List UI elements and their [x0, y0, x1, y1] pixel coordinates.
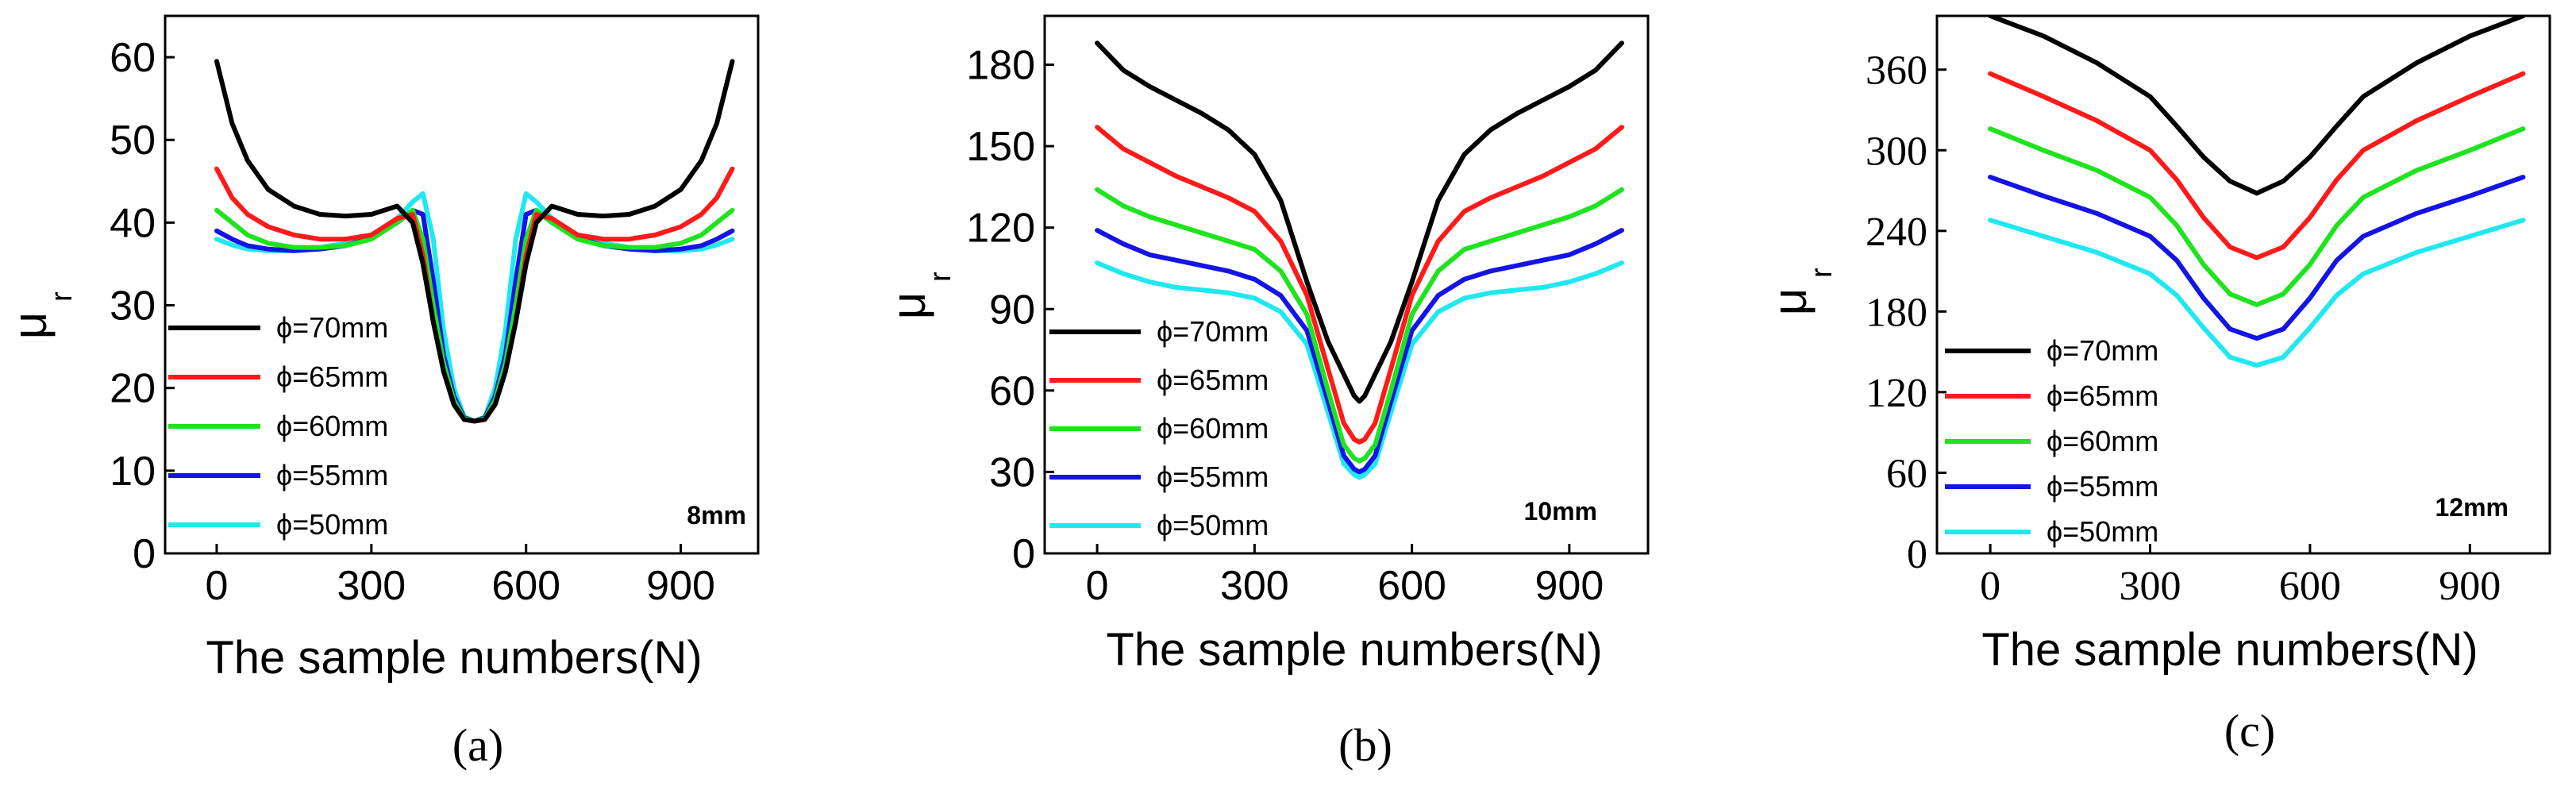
chart-b-legend-label-1: ϕ=70mm: [1157, 315, 1269, 348]
chart-b-caption: (b): [1338, 719, 1392, 771]
chart-b-y-tick-label: 60: [989, 368, 1035, 414]
chart-c-y-tick-label: 300: [1866, 129, 1927, 174]
chart-c-series-line-4: [1988, 175, 2526, 341]
chart-a-y-tick-label: 0: [133, 531, 156, 577]
chart-a-plot-frame: [164, 14, 760, 555]
chart-a-y-tick-label: 10: [110, 449, 156, 495]
chart-b-legend-label-3: ϕ=60mm: [1157, 412, 1269, 445]
chart-c-y-tick-label: 240: [1866, 210, 1927, 255]
chart-c-x-tick-label: 600: [2279, 564, 2341, 609]
chart-c-series-line-5: [1988, 218, 2526, 368]
chart-b-y-axis-label-subscript: r: [924, 272, 957, 282]
chart-c-x-tick-label: 300: [2120, 564, 2181, 609]
chart-b-x-tick-label: 0: [1086, 563, 1109, 609]
chart-c-x-tick-label: 900: [2439, 564, 2501, 609]
chart-c-x-tick-label: 0: [1980, 564, 2000, 609]
chart-c-y-tick-label: 120: [1866, 371, 1927, 416]
chart-c-y-tick-label: 60: [1886, 451, 1927, 496]
chart-b-plot-frame: [1043, 14, 1650, 555]
chart-a-x-tick-label: 600: [491, 563, 560, 609]
chart-b-series-line-3: [1095, 187, 1624, 464]
chart-c-legend-label-2: ϕ=65mm: [2047, 380, 2158, 412]
chart-a-x-tick-label: 0: [205, 563, 228, 609]
chart-b-x-tick-label: 600: [1377, 563, 1446, 609]
chart-a-y-tick-label: 30: [110, 283, 156, 329]
chart-a-thickness-label: 8mm: [687, 501, 746, 530]
chart-b-series-line-1: [1095, 40, 1624, 404]
chart-a-y-tick-label: 50: [110, 118, 156, 164]
chart-c-series-group: [1988, 16, 2526, 368]
chart-b-legend-label-2: ϕ=65mm: [1157, 364, 1269, 396]
chart-a-y-tick-label: 20: [110, 366, 156, 412]
chart-c-thickness-label: 12mm: [2435, 493, 2509, 522]
chart-c-plot-frame: [1935, 14, 2551, 555]
chart-c-y-axis-label-subscript: r: [1805, 268, 1839, 278]
chart-b-y-axis-label: μ: [882, 292, 935, 320]
chart-b-y-tick-label: 30: [989, 449, 1035, 495]
chart-a-legend-label-2: ϕ=65mm: [276, 360, 388, 393]
chart-a-series-line-1: [214, 59, 735, 424]
chart-c: 0 300 600 900 0 60 120 180 240 300 360 The sample n…: [1763, 14, 2551, 757]
chart-c-y-tick-label: 180: [1866, 290, 1927, 335]
chart-a-x-tick-label: 300: [337, 563, 406, 609]
chart-a-y-axis-label-subscript: r: [45, 291, 79, 302]
chart-b-y-tick-label: 120: [966, 206, 1035, 252]
chart-b-series-line-5: [1095, 260, 1624, 480]
chart-b-legend-label-5: ϕ=50mm: [1157, 509, 1269, 541]
chart-a-legend-label-4: ϕ=55mm: [276, 459, 388, 491]
chart-b-series-line-4: [1095, 228, 1624, 475]
chart-b-x-tick-label: 300: [1220, 563, 1289, 609]
chart-b-y-tick-label: 0: [1012, 531, 1035, 577]
chart-b-x-axis-label: The sample numbers(N): [1106, 624, 1602, 676]
chart-c-caption: (c): [2224, 705, 2275, 757]
chart-a: 0 300 600 900 0 10 20 30 40 50 60 The sample number…: [3, 14, 760, 771]
chart-c-series-line-3: [1988, 126, 2526, 307]
chart-a-legend-label-1: ϕ=70mm: [276, 311, 388, 344]
chart-c-series-line-2: [1988, 71, 2526, 260]
chart-a-y-axis-label: μ: [3, 312, 56, 340]
chart-b-thickness-label: 10mm: [1524, 497, 1598, 526]
chart-c-legend-label-1: ϕ=70mm: [2047, 334, 2158, 367]
chart-c-legend-label-3: ϕ=60mm: [2047, 425, 2158, 457]
chart-a-legend-label-3: ϕ=60mm: [276, 410, 388, 442]
chart-b-legend-label-4: ϕ=55mm: [1157, 460, 1269, 493]
chart-c-y-tick-label: 360: [1866, 48, 1927, 94]
chart-c-series-line-1: [1988, 16, 2526, 196]
chart-a-series-group: [214, 59, 735, 424]
chart-a-legend-label-5: ϕ=50mm: [276, 508, 388, 541]
chart-c-legend-label-4: ϕ=55mm: [2047, 470, 2158, 503]
chart-b-series-line-2: [1095, 125, 1624, 445]
chart-c-y-tick-label: 0: [1907, 532, 1927, 577]
chart-c-x-axis-label: The sample numbers(N): [1981, 624, 2478, 676]
chart-b-x-tick-label: 900: [1534, 563, 1604, 609]
chart-b-y-tick-label: 90: [989, 287, 1035, 333]
chart-b-y-tick-label: 150: [966, 124, 1035, 170]
chart-b: 0 300 600 900 0 30 60 90 120 150 180 The sample num…: [882, 14, 1650, 771]
chart-a-y-tick-label: 40: [110, 200, 156, 246]
chart-a-x-axis-label: The sample numbers(N): [206, 632, 702, 684]
chart-c-y-axis-label: μ: [1763, 288, 1816, 316]
chart-a-caption: (a): [452, 719, 503, 771]
chart-b-series-group: [1095, 40, 1624, 480]
chart-a-x-tick-label: 900: [646, 563, 715, 609]
chart-c-legend-label-5: ϕ=50mm: [2047, 515, 2158, 548]
chart-a-y-tick-label: 60: [110, 35, 156, 81]
chart-b-y-tick-label: 180: [966, 43, 1035, 89]
